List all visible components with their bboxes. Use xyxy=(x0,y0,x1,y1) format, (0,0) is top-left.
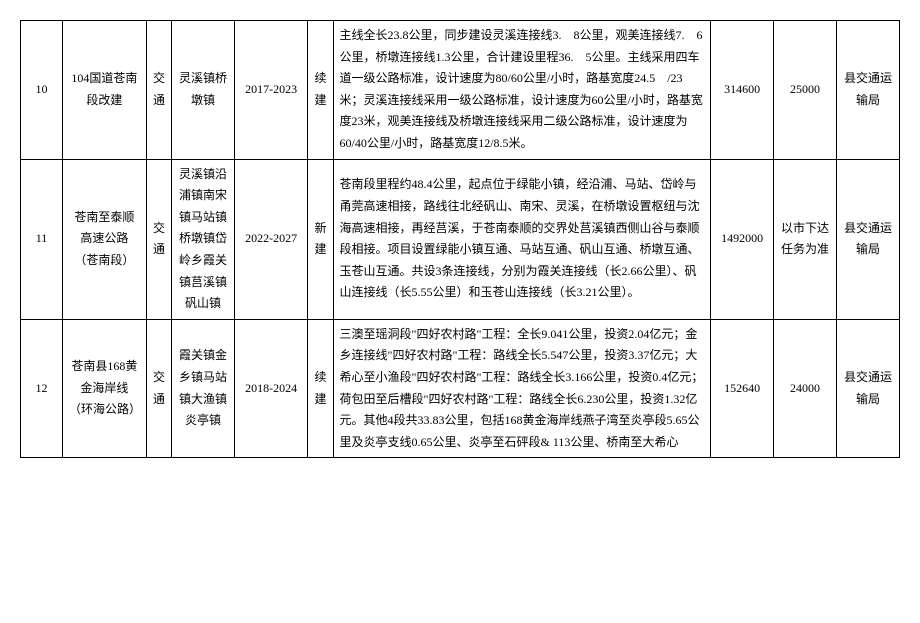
year-range: 2018-2024 xyxy=(234,319,307,458)
investment-year: 24000 xyxy=(774,319,837,458)
investment-total: 314600 xyxy=(711,21,774,160)
project-name: 苍南至泰顺高速公路（苍南段） xyxy=(62,159,146,319)
investment-total: 152640 xyxy=(711,319,774,458)
description: 主线全长23.8公里，同步建设灵溪连接线3. 8公里，观美连接线7. 6公里，桥… xyxy=(333,21,711,160)
build-type: 续建 xyxy=(308,319,333,458)
project-name: 104国道苍南段改建 xyxy=(62,21,146,160)
build-type: 新建 xyxy=(308,159,333,319)
row-number: 12 xyxy=(21,319,63,458)
description: 苍南段里程约48.4公里，起点位于绿能小镇，经沿浦、马站、岱岭与甬莞高速相接，路… xyxy=(333,159,711,319)
investment-year: 25000 xyxy=(774,21,837,160)
location: 灵溪镇沿浦镇南宋镇马站镇桥墩镇岱岭乡霞关镇莒溪镇矾山镇 xyxy=(172,159,235,319)
category: 交通 xyxy=(146,159,171,319)
year-range: 2017-2023 xyxy=(234,21,307,160)
row-number: 11 xyxy=(21,159,63,319)
department: 县交通运输局 xyxy=(837,21,900,160)
row-number: 10 xyxy=(21,21,63,160)
department: 县交通运输局 xyxy=(837,319,900,458)
build-type: 续建 xyxy=(308,21,333,160)
description: 三澳至瑶洞段"四好农村路"工程：全长9.041公里，投资2.04亿元；金乡连接线… xyxy=(333,319,711,458)
category: 交通 xyxy=(146,21,171,160)
table-row: 12苍南县168黄金海岸线（环海公路）交通霞关镇金乡镇马站镇大渔镇炎亭镇2018… xyxy=(21,319,900,458)
table-row: 10104国道苍南段改建交通灵溪镇桥墩镇2017-2023续建主线全长23.8公… xyxy=(21,21,900,160)
category: 交通 xyxy=(146,319,171,458)
project-name: 苍南县168黄金海岸线（环海公路） xyxy=(62,319,146,458)
department: 县交通运输局 xyxy=(837,159,900,319)
investment-total: 1492000 xyxy=(711,159,774,319)
location: 灵溪镇桥墩镇 xyxy=(172,21,235,160)
location: 霞关镇金乡镇马站镇大渔镇炎亭镇 xyxy=(172,319,235,458)
year-range: 2022-2027 xyxy=(234,159,307,319)
project-table: 10104国道苍南段改建交通灵溪镇桥墩镇2017-2023续建主线全长23.8公… xyxy=(20,20,900,458)
table-row: 11苍南至泰顺高速公路（苍南段）交通灵溪镇沿浦镇南宋镇马站镇桥墩镇岱岭乡霞关镇莒… xyxy=(21,159,900,319)
investment-year: 以市下达任务为准 xyxy=(774,159,837,319)
